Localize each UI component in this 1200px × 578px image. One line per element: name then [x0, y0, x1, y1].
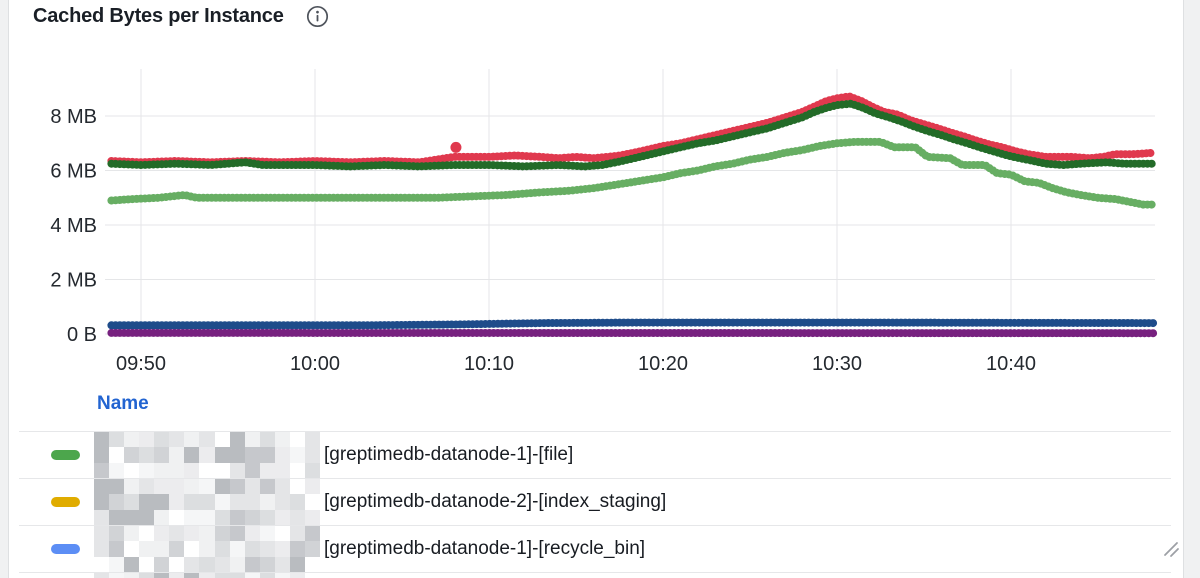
legend-series-label: [greptimedb-datanode-2]-[index_staging] [324, 491, 667, 512]
x-axis-tick-label: 10:20 [638, 353, 688, 375]
y-axis-tick-label: 6 MB [50, 161, 97, 183]
legend-row[interactable] [19, 572, 1171, 578]
legend-series-label: [greptimedb-datanode-1]-[file] [324, 444, 574, 465]
legend-series-label: [greptimedb-datanode-1]-[recycle_bin] [324, 538, 646, 559]
legend-column-name[interactable]: Name [97, 393, 149, 414]
legend-header: Name [19, 393, 1171, 431]
y-axis-tick-label: 2 MB [50, 270, 97, 292]
legend-row[interactable]: [greptimedb-datanode-2]-[index_staging] [19, 478, 1171, 525]
x-axis-tick-label: 10:40 [986, 353, 1036, 375]
outlier-point [450, 141, 462, 153]
redacted-text-mosaic [94, 479, 320, 525]
series-light-green [107, 137, 1158, 209]
redacted-text-mosaic [94, 573, 320, 578]
y-axis-tick-label: 0 B [67, 324, 97, 346]
legend-table: Name [greptimedb-datanode-1]-[file] [grep… [19, 393, 1171, 578]
panel-resize-handle[interactable] [1162, 540, 1180, 558]
legend-row[interactable]: [greptimedb-datanode-1]-[file] [19, 431, 1171, 478]
info-circle-icon[interactable] [306, 5, 329, 28]
panel-title: Cached Bytes per Instance [33, 5, 284, 27]
series-color-swatch [51, 544, 80, 554]
series-red [107, 92, 1158, 167]
x-axis-tick-label: 10:30 [812, 353, 862, 375]
x-axis-tick-label: 09:50 [116, 353, 166, 375]
legend-rows: [greptimedb-datanode-1]-[file] [greptimed… [19, 431, 1171, 578]
x-axis-tick-label: 10:00 [290, 353, 340, 375]
x-axis-tick-label: 10:10 [464, 353, 514, 375]
series-dark-blue [107, 318, 1158, 330]
panel-header: Cached Bytes per Instance [33, 5, 329, 28]
redacted-text-mosaic [94, 526, 320, 572]
grafana-panel: Cached Bytes per Instance 0 B 2 MB 4 MB 6 M… [8, 0, 1184, 578]
chart-plot[interactable]: 0 B 2 MB 4 MB 6 MB 8 MB 09:50 10:00 10:10 10:20 1… [9, 1, 1184, 391]
redacted-text-mosaic [94, 432, 320, 478]
series-color-swatch [51, 450, 80, 460]
legend-row[interactable]: [greptimedb-datanode-1]-[recycle_bin] [19, 525, 1171, 572]
y-axis-tick-label: 4 MB [50, 215, 97, 237]
series-color-swatch [51, 497, 80, 507]
series-dark-green [107, 99, 1158, 171]
y-axis-tick-label: 8 MB [50, 106, 97, 128]
